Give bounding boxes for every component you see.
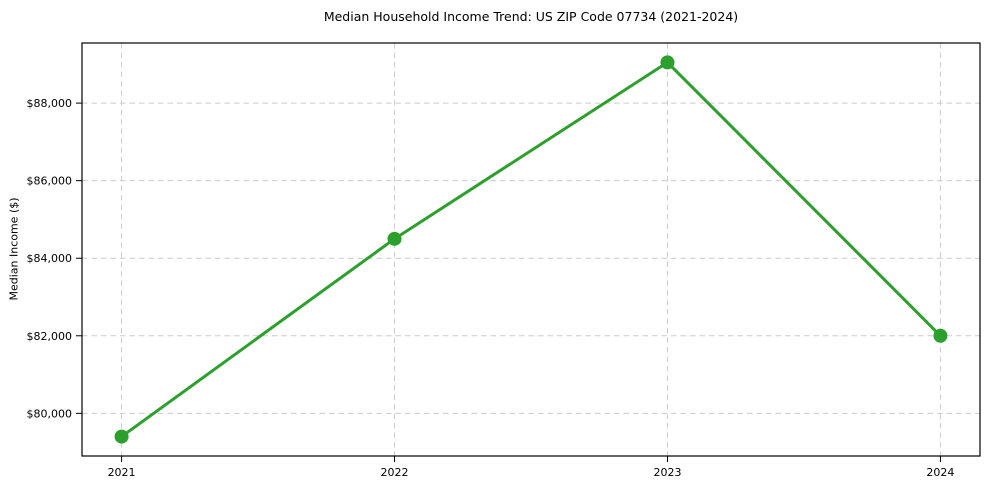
x-tick-label: 2022 <box>381 466 409 479</box>
x-tick-label: 2021 <box>108 466 136 479</box>
trend-line <box>120 60 942 439</box>
x-tick-label: 2023 <box>653 466 681 479</box>
y-tick-label: $82,000 <box>27 330 73 343</box>
chart-title: Median Household Income Trend: US ZIP Co… <box>323 9 739 24</box>
y-tick-label: $88,000 <box>27 97 73 110</box>
y-tick-label: $80,000 <box>27 407 73 420</box>
data-point-2023 <box>660 55 675 70</box>
data-point-2022 <box>387 231 402 246</box>
plot-border <box>81 42 981 457</box>
y-tick-label: $86,000 <box>27 175 73 188</box>
data-point-2024 <box>933 328 948 343</box>
x-tick-label: 2024 <box>926 466 954 479</box>
data-point-2021 <box>114 429 129 444</box>
y-tick-label: $84,000 <box>27 252 73 265</box>
y-axis-label: Median Income ($) <box>7 197 21 301</box>
